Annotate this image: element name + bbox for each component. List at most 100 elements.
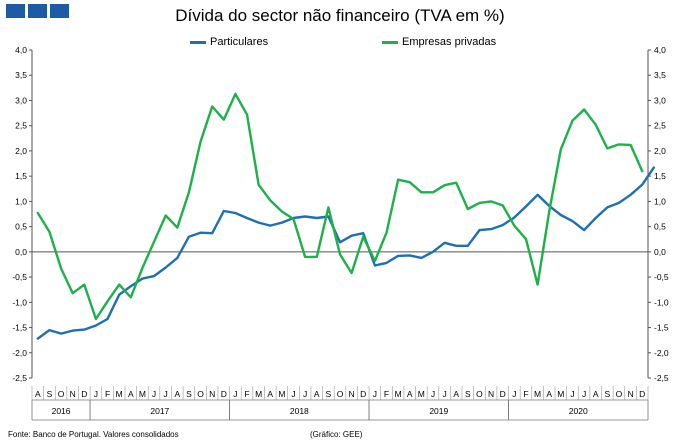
x-month-label: M: [255, 389, 262, 399]
y-tick-label-left: 4,0: [15, 45, 27, 55]
y-tick-label-right: 2,0: [654, 146, 666, 156]
x-month-label: M: [116, 389, 123, 399]
x-month-label: N: [488, 389, 494, 399]
y-tick-label-left: 3,5: [15, 70, 27, 80]
x-year-label: 2018: [290, 406, 309, 416]
y-tick-label-right: 0,5: [654, 222, 666, 232]
series-line-particulares: [36, 166, 655, 340]
x-month-label: N: [209, 389, 215, 399]
logo-block: [28, 4, 47, 18]
x-month-label: A: [267, 389, 273, 399]
logo-block: [6, 4, 25, 18]
x-year-label: 2019: [429, 406, 448, 416]
y-tick-label-left: 0,5: [15, 222, 27, 232]
legend-label-particulares: Particulares: [210, 36, 269, 48]
x-month-label: O: [197, 389, 204, 399]
y-tick-label-right: 4,0: [654, 45, 666, 55]
x-month-label: F: [523, 389, 528, 399]
x-month-label: A: [35, 389, 41, 399]
y-tick-label-right: 1,5: [654, 171, 666, 181]
x-month-label: F: [384, 389, 389, 399]
x-month-label: S: [186, 389, 192, 399]
legend-item-particulares: Particulares: [190, 36, 268, 48]
x-month-label: M: [395, 389, 402, 399]
x-month-label: M: [418, 389, 425, 399]
x-month-label: A: [174, 389, 180, 399]
source-note: Fonte: Banco de Portugal. Valores consol…: [8, 430, 179, 439]
y-tick-label-left: 0,0: [15, 247, 27, 257]
x-month-label: O: [58, 389, 65, 399]
x-month-label: D: [500, 389, 506, 399]
x-year-label: 2017: [150, 406, 169, 416]
x-month-label: J: [373, 389, 377, 399]
x-month-label: J: [431, 389, 435, 399]
x-month-label: A: [593, 389, 599, 399]
x-month-label: S: [47, 389, 53, 399]
x-year-label: 2016: [52, 406, 71, 416]
y-tick-label-left: 1,0: [15, 196, 27, 206]
x-month-label: A: [128, 389, 134, 399]
x-month-label: S: [326, 389, 332, 399]
y-tick-label-left: -2,5: [12, 373, 27, 383]
chart-title: Dívida do sector não financeiro (TVA em …: [175, 6, 505, 25]
x-month-label: J: [582, 389, 586, 399]
y-tick-label-right: 0,0: [654, 247, 666, 257]
legend-swatch-particulares: [190, 40, 206, 44]
y-tick-label-right: -0,5: [654, 272, 669, 282]
x-month-label: J: [233, 389, 237, 399]
x-month-label: J: [164, 389, 168, 399]
x-month-label: O: [616, 389, 623, 399]
legend-swatch-empresas: [382, 40, 398, 44]
x-month-label: A: [546, 389, 552, 399]
x-month-label: S: [465, 389, 471, 399]
x-year-label: 2020: [569, 406, 588, 416]
x-month-label: N: [627, 389, 633, 399]
x-month-label: J: [291, 389, 295, 399]
x-month-label: J: [512, 389, 516, 399]
x-month-label: A: [453, 389, 459, 399]
logo: [6, 4, 69, 18]
x-month-label: J: [94, 389, 98, 399]
x-month-label: D: [81, 389, 87, 399]
x-month-label: O: [337, 389, 344, 399]
x-month-label: M: [534, 389, 541, 399]
x-month-label: J: [570, 389, 574, 399]
y-tick-label-right: 1,0: [654, 196, 666, 206]
x-month-label: D: [221, 389, 227, 399]
x-month-label: A: [407, 389, 413, 399]
y-tick-label-right: -2,0: [654, 348, 669, 358]
x-month-label: M: [139, 389, 146, 399]
x-month-label: N: [70, 389, 76, 399]
series-line-empresas: [36, 92, 644, 321]
legend-label-empresas: Empresas privadas: [402, 36, 497, 48]
y-tick-label-right: 3,5: [654, 70, 666, 80]
y-tick-label-right: -2,5: [654, 373, 669, 383]
x-month-label: J: [442, 389, 446, 399]
legend-item-empresas: Empresas privadas: [382, 36, 496, 48]
y-tick-label-right: 3,0: [654, 95, 666, 105]
y-tick-label-right: 2,5: [654, 121, 666, 131]
x-month-label: J: [303, 389, 307, 399]
y-tick-label-left: -2,0: [12, 348, 27, 358]
y-tick-label-right: -1,0: [654, 297, 669, 307]
y-tick-label-left: 2,5: [15, 121, 27, 131]
x-month-label: M: [557, 389, 564, 399]
x-month-label: A: [314, 389, 320, 399]
legend: Particulares Empresas privadas: [0, 36, 680, 50]
x-month-label: O: [476, 389, 483, 399]
logo-block: [50, 4, 69, 18]
credit-note: (Gráfico: GEE): [310, 430, 363, 439]
y-tick-label-left: -1,5: [12, 323, 27, 333]
x-month-label: F: [105, 389, 110, 399]
x-month-label: M: [278, 389, 285, 399]
y-tick-label-left: 2,0: [15, 146, 27, 156]
x-month-label: F: [244, 389, 249, 399]
y-tick-label-right: -1,5: [654, 323, 669, 333]
x-month-label: S: [604, 389, 610, 399]
y-tick-label-left: 3,0: [15, 95, 27, 105]
x-month-label: J: [152, 389, 156, 399]
x-month-label: D: [639, 389, 645, 399]
y-tick-label-left: -0,5: [12, 272, 27, 282]
x-month-label: D: [360, 389, 366, 399]
